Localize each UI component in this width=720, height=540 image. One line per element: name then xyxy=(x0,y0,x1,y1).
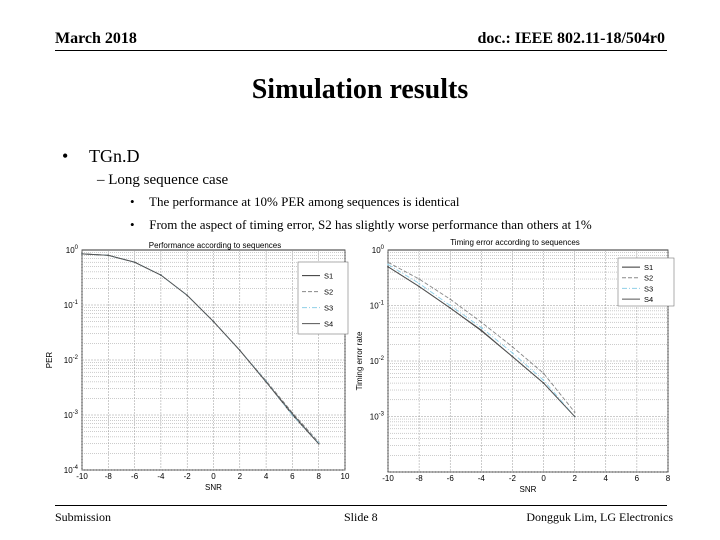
x-tick-label: -10 xyxy=(76,472,88,481)
legend-box xyxy=(617,257,675,307)
data-point-s4 xyxy=(418,285,420,288)
y-tick-label: 10-1 xyxy=(370,301,385,311)
data-point-s2 xyxy=(480,321,483,324)
data-point-s2 xyxy=(418,278,420,280)
bullet-level3: • From the aspect of timing error, S2 ha… xyxy=(130,217,592,233)
bullet-dot: • xyxy=(130,194,135,209)
footer-left: Submission xyxy=(55,510,112,524)
timing-error-chart: Timing error according to sequences -10 -8… xyxy=(355,238,675,494)
data-point-s4 xyxy=(449,307,452,309)
data-point-s4 xyxy=(239,349,241,352)
bullet-dash: – xyxy=(97,172,105,188)
x-tick-label: 8 xyxy=(316,472,321,481)
data-point-s2 xyxy=(542,372,545,375)
y-tick-label: 100 xyxy=(66,245,79,255)
data-point-s3 xyxy=(449,304,452,307)
x-tick-label: 2 xyxy=(572,474,577,483)
data-point-s4 xyxy=(542,382,545,384)
footer-slide-number: Slide 8 xyxy=(344,510,378,524)
data-point-s3 xyxy=(418,282,420,285)
x-tick-label: 4 xyxy=(604,474,609,483)
legend-label: S3 xyxy=(324,304,333,313)
y-tick-label: 10-3 xyxy=(370,412,385,422)
bullet-text: The performance at 10% PER among sequenc… xyxy=(149,194,460,209)
y-axis-label: Timing error rate xyxy=(355,331,364,390)
y-axis-label: PER xyxy=(45,352,54,369)
y-tick-label: 10-4 xyxy=(64,465,79,475)
data-point-s3 xyxy=(387,263,389,266)
header-date: March 2018 xyxy=(55,30,137,47)
legend-label: S1 xyxy=(644,263,653,272)
legend-label: S2 xyxy=(324,288,333,297)
data-point-s2 xyxy=(387,261,389,264)
per-chart: Performance according to sequences -10 -8 -… xyxy=(45,241,350,492)
data-point-s4 xyxy=(107,254,110,257)
series-line-s4 xyxy=(81,253,320,445)
data-point-s4 xyxy=(387,265,389,268)
legend-label: S1 xyxy=(324,272,333,281)
bullet-level2: – Long sequence case xyxy=(97,172,228,189)
data-point-s4 xyxy=(160,274,162,276)
bullet-level3: • The performance at 10% PER among seque… xyxy=(130,194,459,210)
x-tick-label: 0 xyxy=(541,474,546,483)
x-tick-label: -10 xyxy=(382,474,394,483)
legend-label: S3 xyxy=(644,284,653,293)
legend-box xyxy=(297,261,349,335)
y-tick-label: 10-2 xyxy=(64,355,79,365)
y-tick-label: 100 xyxy=(372,245,385,255)
x-tick-label: 6 xyxy=(635,474,640,483)
x-tick-label: 4 xyxy=(264,472,269,481)
legend-label: S4 xyxy=(644,295,653,304)
data-point-s4 xyxy=(317,442,320,445)
x-tick-label: -2 xyxy=(184,472,192,481)
data-point-s3 xyxy=(542,379,545,382)
x-tick-label: -2 xyxy=(509,474,517,483)
x-tick-label: -8 xyxy=(105,472,113,481)
data-point-s3 xyxy=(511,352,514,354)
bullet-dot: • xyxy=(62,146,69,166)
data-point-s3 xyxy=(480,326,483,329)
legend-label: S4 xyxy=(324,320,333,329)
x-tick-label: -4 xyxy=(478,474,486,483)
data-point-s4 xyxy=(81,253,83,255)
y-tick-label: 10-3 xyxy=(64,410,79,420)
x-tick-label: 6 xyxy=(290,472,295,481)
data-point-s4 xyxy=(573,415,576,418)
x-tick-label: 8 xyxy=(666,474,671,483)
x-tick-label: 2 xyxy=(238,472,243,481)
data-point-s4 xyxy=(480,329,483,331)
y-tick-label: 10-1 xyxy=(64,300,79,310)
data-point-s2 xyxy=(511,346,514,348)
y-tick-label: 10-2 xyxy=(370,356,385,366)
data-point-s4 xyxy=(212,320,215,323)
x-tick-label: 0 xyxy=(211,472,216,481)
data-point-s4 xyxy=(265,381,267,383)
x-tick-label: -6 xyxy=(447,474,455,483)
data-point-s2 xyxy=(449,298,452,300)
x-tick-label: 10 xyxy=(341,472,350,481)
footer-author: Dongguk Lim, LG Electronics xyxy=(526,510,673,524)
footer-divider xyxy=(55,505,667,506)
data-point-s4 xyxy=(133,261,136,264)
bullet-dot: • xyxy=(130,217,135,232)
x-axis-label: SNR xyxy=(205,483,222,492)
bullet-text: From the aspect of timing error, S2 has … xyxy=(149,217,592,232)
data-point-s4 xyxy=(511,355,514,358)
x-tick-label: -6 xyxy=(131,472,139,481)
data-point-s4 xyxy=(291,413,294,415)
bullet-text: TGn.D xyxy=(89,146,140,166)
bullet-text: Long sequence case xyxy=(108,172,229,188)
x-tick-label: -8 xyxy=(416,474,424,483)
header-doc-id: doc.: IEEE 802.11-18/504r0 xyxy=(477,30,665,47)
slide-title: Simulation results xyxy=(251,74,469,105)
chart-title: Performance according to sequences xyxy=(149,241,282,250)
header-divider xyxy=(55,50,667,51)
legend-label: S2 xyxy=(644,274,653,283)
x-tick-label: -4 xyxy=(157,472,165,481)
chart-title: Timing error according to sequences xyxy=(450,238,580,247)
x-axis-label: SNR xyxy=(520,485,537,494)
data-point-s4 xyxy=(186,294,188,297)
data-point-s2 xyxy=(573,411,576,413)
